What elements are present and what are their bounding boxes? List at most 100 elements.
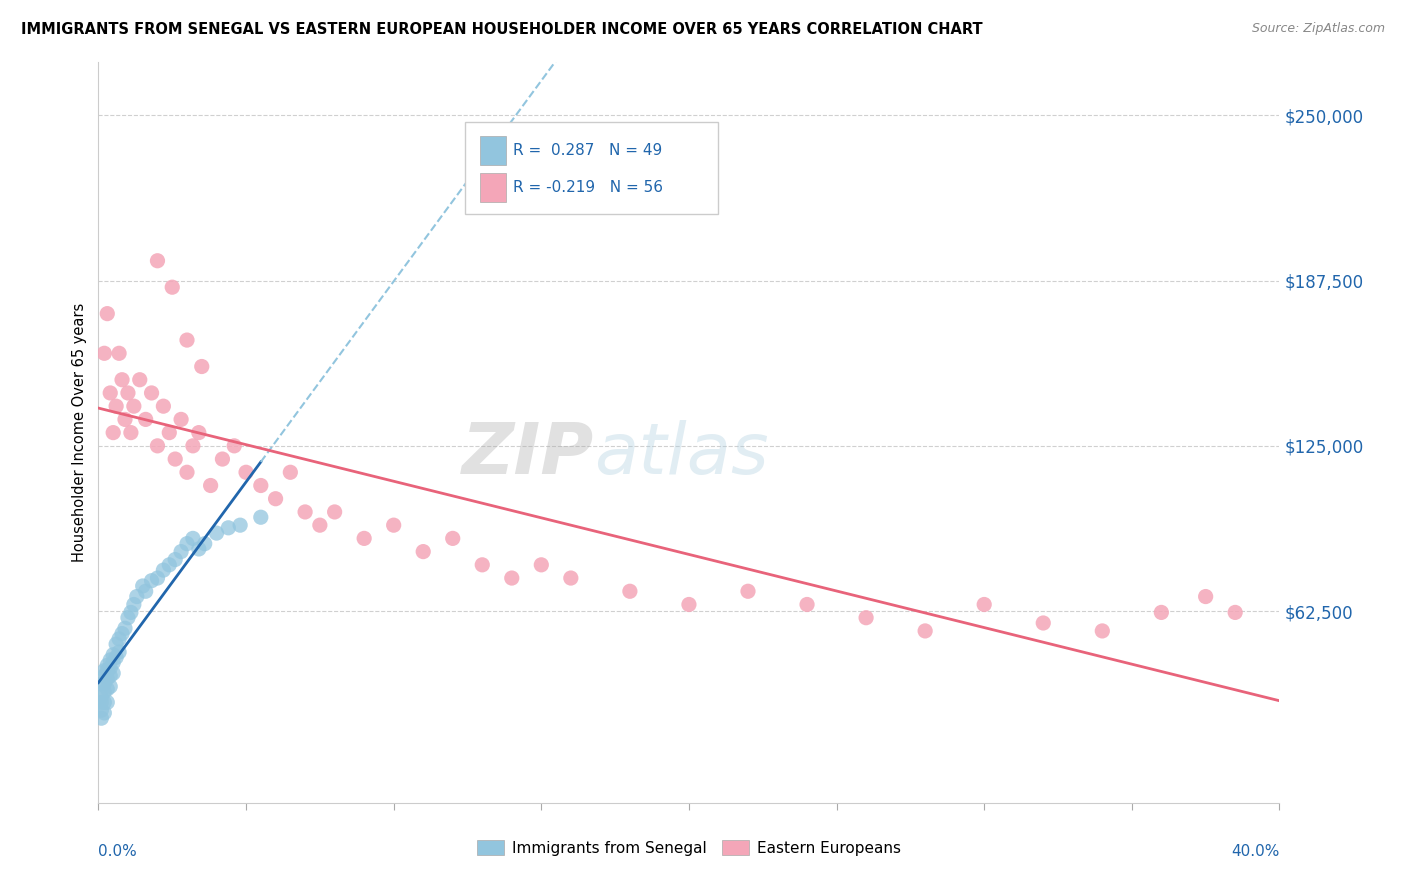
Point (98, 680, 121, 694)
Point (162, 280, 183, 294)
Point (93, 677, 115, 691)
Point (176, 536, 198, 550)
Point (501, 571, 523, 585)
Point (973, 598, 995, 612)
Point (93, 346, 115, 360)
Point (111, 626, 134, 640)
Point (170, 544, 193, 558)
Point (165, 552, 187, 566)
Point (235, 465, 257, 479)
Point (152, 399, 174, 413)
Point (90, 695, 112, 709)
FancyBboxPatch shape (479, 173, 506, 202)
Point (122, 598, 145, 612)
Point (125, 590, 148, 604)
Point (1091, 624, 1114, 638)
Point (128, 373, 150, 387)
Point (229, 518, 252, 533)
Point (93, 685, 115, 699)
Point (105, 650, 128, 665)
Point (1225, 606, 1247, 620)
Point (90, 677, 112, 691)
Point (93, 706, 115, 720)
Text: IMMIGRANTS FROM SENEGAL VS EASTERN EUROPEAN HOUSEHOLDER INCOME OVER 65 YEARS COR: IMMIGRANTS FROM SENEGAL VS EASTERN EUROP… (21, 22, 983, 37)
Point (294, 505, 316, 519)
Point (250, 478, 273, 492)
Point (132, 579, 155, 593)
Point (96, 682, 118, 697)
Point (157, 425, 180, 440)
Point (111, 373, 134, 387)
Point (855, 611, 877, 625)
Point (114, 621, 136, 635)
Point (211, 452, 233, 467)
Text: R = -0.219   N = 56: R = -0.219 N = 56 (513, 180, 664, 195)
Point (96, 658, 118, 673)
Point (181, 532, 204, 546)
Point (108, 645, 131, 659)
Point (1195, 590, 1218, 604)
Point (217, 521, 239, 535)
Point (122, 399, 145, 413)
Point (619, 584, 641, 599)
Y-axis label: Householder Income Over 65 years: Householder Income Over 65 years (72, 303, 87, 562)
Point (737, 584, 759, 599)
Point (796, 598, 818, 612)
Point (93, 695, 115, 709)
Text: atlas: atlas (595, 420, 769, 490)
Point (105, 399, 128, 413)
Point (187, 425, 209, 440)
Point (117, 611, 139, 625)
Point (152, 563, 174, 577)
Point (914, 624, 936, 638)
Point (96, 672, 118, 686)
Point (323, 505, 346, 519)
Point (96, 307, 118, 321)
Point (187, 541, 209, 556)
Point (146, 571, 169, 585)
Point (181, 439, 204, 453)
Point (678, 598, 700, 612)
Point (146, 439, 169, 453)
Point (280, 465, 302, 479)
Point (176, 333, 198, 347)
Point (200, 478, 222, 492)
Text: 40.0%: 40.0% (1232, 844, 1279, 858)
FancyBboxPatch shape (464, 121, 718, 214)
Point (135, 412, 157, 426)
Text: Source: ZipAtlas.com: Source: ZipAtlas.com (1251, 22, 1385, 36)
Legend: Immigrants from Senegal, Eastern Europeans: Immigrants from Senegal, Eastern Europea… (471, 834, 907, 862)
Point (103, 656, 125, 670)
Point (108, 632, 131, 646)
Point (103, 425, 125, 440)
Point (1150, 606, 1173, 620)
Point (108, 346, 131, 360)
Point (93, 669, 115, 683)
Point (441, 532, 464, 546)
Point (141, 574, 163, 588)
Point (146, 253, 169, 268)
Point (309, 518, 332, 533)
Point (560, 571, 582, 585)
Point (471, 558, 494, 572)
Text: ZIP: ZIP (463, 420, 595, 490)
FancyBboxPatch shape (479, 136, 506, 165)
Point (103, 648, 125, 662)
Point (205, 526, 228, 541)
Point (98, 661, 121, 675)
Point (120, 425, 142, 440)
Point (96, 664, 118, 678)
Point (103, 666, 125, 681)
Point (93, 664, 115, 678)
Point (114, 412, 136, 426)
Point (194, 536, 217, 550)
Point (98, 669, 121, 683)
Point (90, 703, 112, 717)
Point (412, 544, 434, 558)
Point (191, 359, 214, 374)
Point (120, 606, 142, 620)
Point (1032, 615, 1054, 630)
Point (105, 637, 128, 651)
Point (250, 510, 273, 524)
Point (224, 439, 246, 453)
